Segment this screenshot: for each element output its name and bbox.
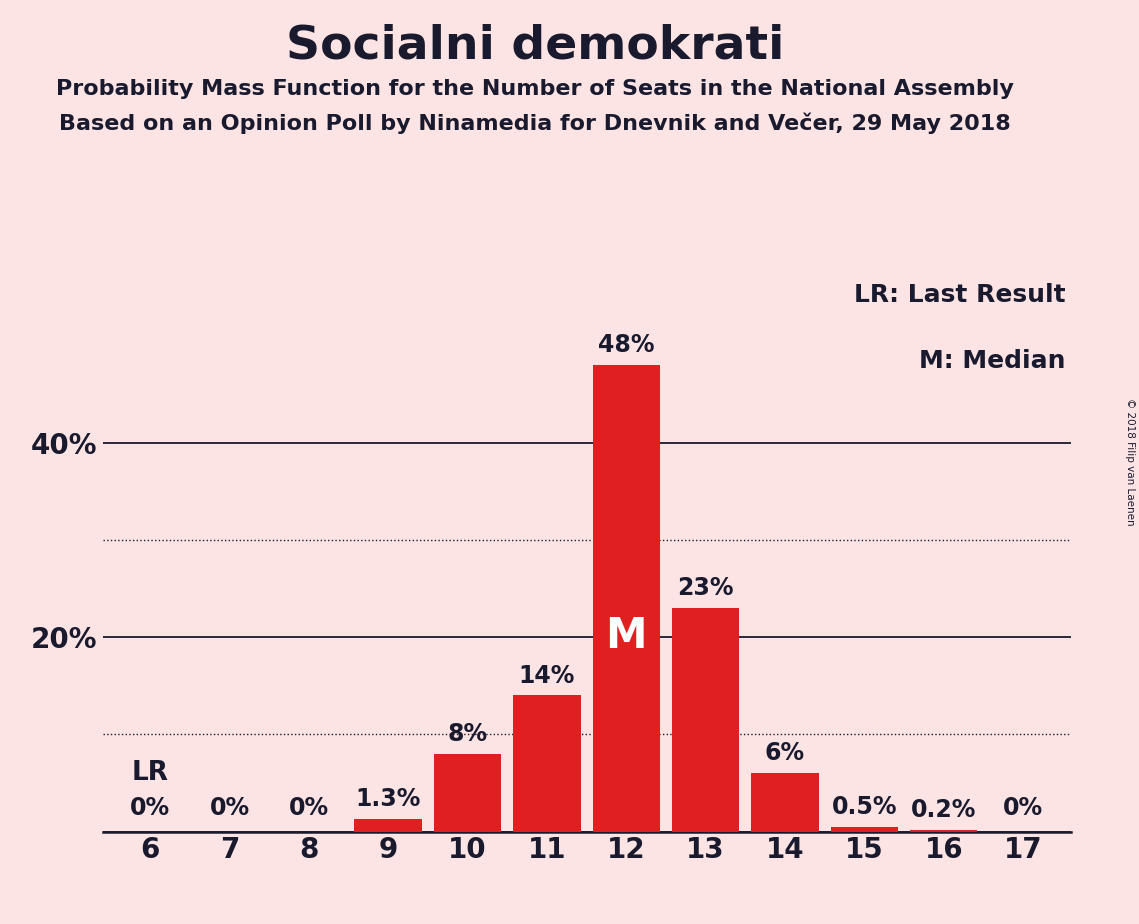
Text: M: Median: M: Median [919,349,1066,373]
Bar [830,827,898,832]
Text: © 2018 Filip van Laenen: © 2018 Filip van Laenen [1125,398,1134,526]
Text: LR: Last Result: LR: Last Result [854,283,1066,307]
Text: Based on an Opinion Poll by Ninamedia for Dnevnik and Večer, 29 May 2018: Based on an Opinion Poll by Ninamedia fo… [59,113,1011,134]
Bar [354,819,421,832]
Text: 14%: 14% [518,663,575,687]
Text: 23%: 23% [678,576,734,600]
Text: 0%: 0% [1003,796,1043,820]
Text: 0%: 0% [210,796,249,820]
Text: 0.2%: 0.2% [911,797,976,821]
Bar [752,773,819,832]
Text: M: M [606,614,647,657]
Text: 0.5%: 0.5% [831,795,898,819]
Text: 1.3%: 1.3% [355,787,421,811]
Bar [592,365,659,832]
Text: 48%: 48% [598,333,655,357]
Text: Probability Mass Function for the Number of Seats in the National Assembly: Probability Mass Function for the Number… [57,79,1014,99]
Bar [672,608,739,832]
Text: Socialni demokrati: Socialni demokrati [286,23,785,68]
Text: LR: LR [132,760,169,786]
Bar [910,830,977,832]
Text: 6%: 6% [765,741,805,765]
Bar [434,754,501,832]
Bar [514,696,581,832]
Text: 0%: 0% [289,796,329,820]
Text: 0%: 0% [130,796,170,820]
Text: 8%: 8% [448,722,487,746]
